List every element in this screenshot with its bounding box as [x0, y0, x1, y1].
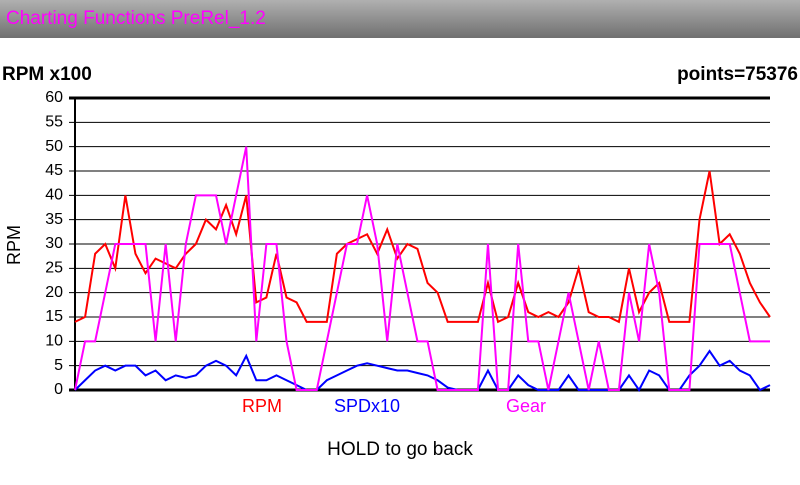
- y-tick-label: 60: [45, 89, 63, 106]
- points-label: points=75376: [677, 64, 798, 85]
- y-tick-label: 40: [45, 187, 63, 204]
- legend-label: SPDx10: [334, 396, 400, 416]
- app-bar: [0, 0, 800, 38]
- y-tick-label: 10: [45, 333, 63, 350]
- y-tick-label: 5: [54, 357, 63, 374]
- y-axis-label: RPM: [4, 225, 24, 265]
- y-tick-label: 15: [45, 308, 63, 325]
- series-line: [74, 349, 771, 392]
- y-tick-label: 45: [45, 162, 63, 179]
- series-line: [74, 170, 771, 324]
- legend-label: RPM: [242, 396, 282, 416]
- app-title: Charting Functions PreRel_1.2: [6, 8, 266, 29]
- legend-label: Gear: [506, 396, 546, 416]
- y-tick-label: 25: [45, 260, 63, 277]
- y-tick-label: 50: [45, 138, 63, 155]
- y-tick-label: 0: [54, 381, 63, 398]
- y-tick-label: 20: [45, 284, 63, 301]
- y-tick-label: 55: [45, 114, 63, 131]
- series-line: [74, 146, 770, 391]
- chart-title: RPM x100: [2, 64, 92, 85]
- back-hint[interactable]: HOLD to go back: [327, 439, 473, 460]
- y-tick-label: 30: [45, 235, 63, 252]
- y-tick-label: 35: [45, 211, 63, 228]
